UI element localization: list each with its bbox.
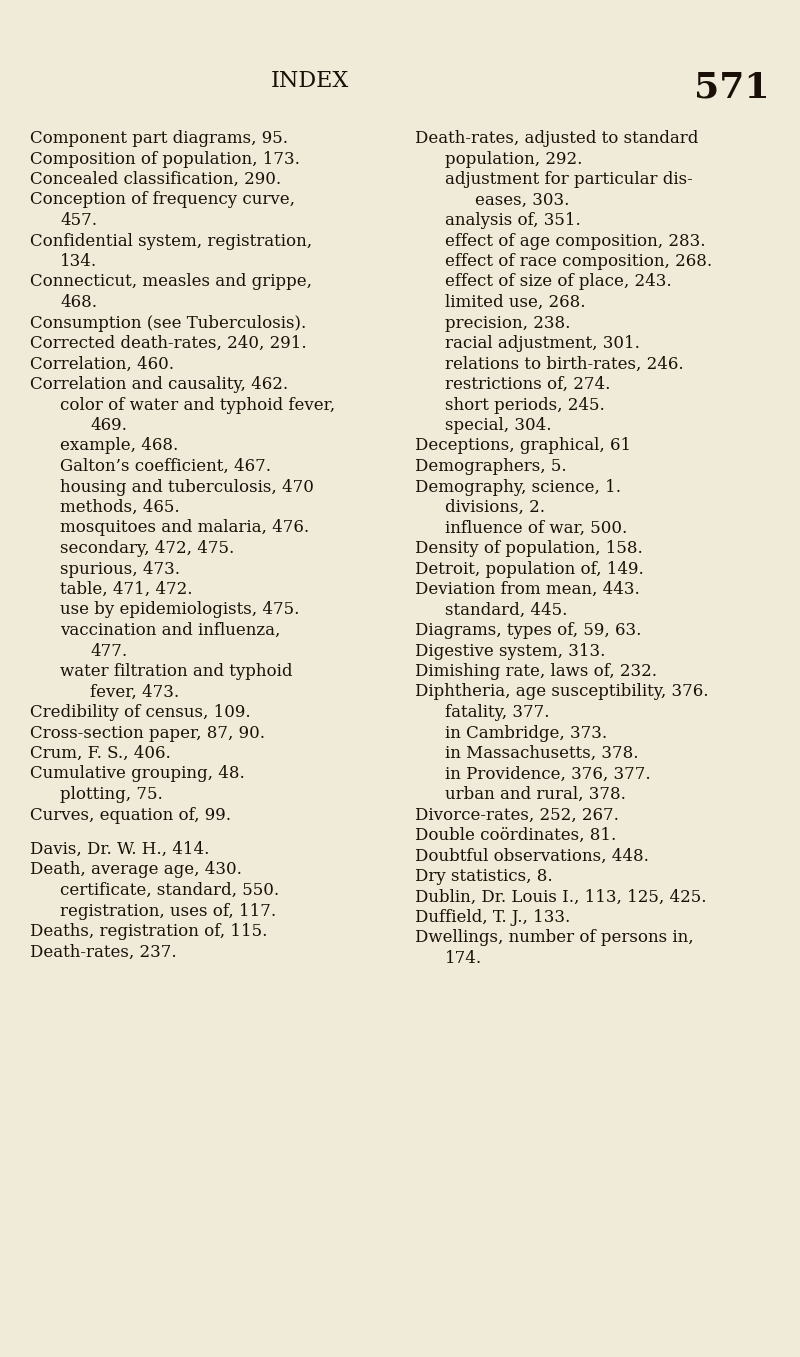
Text: fever, 473.: fever, 473. [90, 684, 179, 700]
Text: Death, average age, 430.: Death, average age, 430. [30, 862, 242, 878]
Text: Correlation and causality, 462.: Correlation and causality, 462. [30, 376, 288, 394]
Text: plotting, 75.: plotting, 75. [60, 786, 162, 803]
Text: restrictions of, 274.: restrictions of, 274. [445, 376, 610, 394]
Text: analysis of, 351.: analysis of, 351. [445, 212, 581, 229]
Text: special, 304.: special, 304. [445, 417, 551, 434]
Text: INDEX: INDEX [271, 71, 349, 92]
Text: use by epidemiologists, 475.: use by epidemiologists, 475. [60, 601, 299, 619]
Text: effect of age composition, 283.: effect of age composition, 283. [445, 232, 706, 250]
Text: Demographers, 5.: Demographers, 5. [415, 459, 566, 475]
Text: 174.: 174. [445, 950, 482, 968]
Text: Demography, science, 1.: Demography, science, 1. [415, 479, 621, 495]
Text: Density of population, 158.: Density of population, 158. [415, 540, 642, 556]
Text: precision, 238.: precision, 238. [445, 315, 570, 331]
Text: Davis, Dr. W. H., 414.: Davis, Dr. W. H., 414. [30, 841, 210, 858]
Text: Double coördinates, 81.: Double coördinates, 81. [415, 826, 616, 844]
Text: mosquitoes and malaria, 476.: mosquitoes and malaria, 476. [60, 520, 309, 536]
Text: color of water and typhoid fever,: color of water and typhoid fever, [60, 396, 335, 414]
Text: urban and rural, 378.: urban and rural, 378. [445, 786, 626, 803]
Text: Detroit, population of, 149.: Detroit, population of, 149. [415, 560, 644, 578]
Text: Correlation, 460.: Correlation, 460. [30, 356, 174, 373]
Text: Confidential system, registration,: Confidential system, registration, [30, 232, 312, 250]
Text: Doubtful observations, 448.: Doubtful observations, 448. [415, 848, 649, 864]
Text: eases, 303.: eases, 303. [475, 191, 570, 209]
Text: Duffield, T. J., 133.: Duffield, T. J., 133. [415, 909, 570, 925]
Text: in Cambridge, 373.: in Cambridge, 373. [445, 725, 607, 741]
Text: Consumption (see Tuberculosis).: Consumption (see Tuberculosis). [30, 315, 306, 331]
Text: effect of race composition, 268.: effect of race composition, 268. [445, 252, 712, 270]
Text: table, 471, 472.: table, 471, 472. [60, 581, 193, 598]
Text: 571: 571 [694, 71, 770, 104]
Text: certificate, standard, 550.: certificate, standard, 550. [60, 882, 279, 898]
Text: Connecticut, measles and grippe,: Connecticut, measles and grippe, [30, 274, 312, 290]
Text: secondary, 472, 475.: secondary, 472, 475. [60, 540, 234, 556]
Text: registration, uses of, 117.: registration, uses of, 117. [60, 902, 276, 920]
Text: Deaths, registration of, 115.: Deaths, registration of, 115. [30, 923, 267, 940]
Text: in Providence, 376, 377.: in Providence, 376, 377. [445, 765, 650, 783]
Text: Curves, equation of, 99.: Curves, equation of, 99. [30, 806, 231, 824]
Text: Dry statistics, 8.: Dry statistics, 8. [415, 868, 553, 885]
Text: methods, 465.: methods, 465. [60, 499, 180, 516]
Text: Dimishing rate, laws of, 232.: Dimishing rate, laws of, 232. [415, 664, 657, 680]
Text: water filtration and typhoid: water filtration and typhoid [60, 664, 293, 680]
Text: Death-rates, adjusted to standard: Death-rates, adjusted to standard [415, 130, 698, 147]
Text: limited use, 268.: limited use, 268. [445, 294, 586, 311]
Text: Galton’s coefficient, 467.: Galton’s coefficient, 467. [60, 459, 271, 475]
Text: Conception of frequency curve,: Conception of frequency curve, [30, 191, 295, 209]
Text: Diagrams, types of, 59, 63.: Diagrams, types of, 59, 63. [415, 622, 642, 639]
Text: spurious, 473.: spurious, 473. [60, 560, 180, 578]
Text: 457.: 457. [60, 212, 97, 229]
Text: Credibility of census, 109.: Credibility of census, 109. [30, 704, 250, 721]
Text: example, 468.: example, 468. [60, 437, 178, 455]
Text: 469.: 469. [90, 417, 127, 434]
Text: fatality, 377.: fatality, 377. [445, 704, 550, 721]
Text: Concealed classification, 290.: Concealed classification, 290. [30, 171, 281, 189]
Text: 468.: 468. [60, 294, 97, 311]
Text: relations to birth-rates, 246.: relations to birth-rates, 246. [445, 356, 684, 373]
Text: racial adjustment, 301.: racial adjustment, 301. [445, 335, 640, 351]
Text: standard, 445.: standard, 445. [445, 601, 567, 619]
Text: Cumulative grouping, 48.: Cumulative grouping, 48. [30, 765, 245, 783]
Text: Deceptions, graphical, 61: Deceptions, graphical, 61 [415, 437, 631, 455]
Text: in Massachusetts, 378.: in Massachusetts, 378. [445, 745, 638, 763]
Text: Component part diagrams, 95.: Component part diagrams, 95. [30, 130, 288, 147]
Text: Crum, F. S., 406.: Crum, F. S., 406. [30, 745, 170, 763]
Text: Dublin, Dr. Louis I., 113, 125, 425.: Dublin, Dr. Louis I., 113, 125, 425. [415, 889, 706, 905]
Text: effect of size of place, 243.: effect of size of place, 243. [445, 274, 672, 290]
Text: Death-rates, 237.: Death-rates, 237. [30, 943, 177, 961]
Text: influence of war, 500.: influence of war, 500. [445, 520, 627, 536]
Text: Corrected death-rates, 240, 291.: Corrected death-rates, 240, 291. [30, 335, 306, 351]
Text: short periods, 245.: short periods, 245. [445, 396, 605, 414]
Text: Cross-section paper, 87, 90.: Cross-section paper, 87, 90. [30, 725, 265, 741]
Text: vaccination and influenza,: vaccination and influenza, [60, 622, 280, 639]
Text: Digestive system, 313.: Digestive system, 313. [415, 642, 606, 660]
Text: Dwellings, number of persons in,: Dwellings, number of persons in, [415, 930, 694, 946]
Text: 477.: 477. [90, 642, 127, 660]
Text: housing and tuberculosis, 470: housing and tuberculosis, 470 [60, 479, 314, 495]
Text: adjustment for particular dis-: adjustment for particular dis- [445, 171, 693, 189]
Text: population, 292.: population, 292. [445, 151, 582, 167]
Text: Divorce-rates, 252, 267.: Divorce-rates, 252, 267. [415, 806, 619, 824]
Text: divisions, 2.: divisions, 2. [445, 499, 545, 516]
Text: Deviation from mean, 443.: Deviation from mean, 443. [415, 581, 640, 598]
Text: 134.: 134. [60, 252, 97, 270]
Text: Diphtheria, age susceptibility, 376.: Diphtheria, age susceptibility, 376. [415, 684, 709, 700]
Text: Composition of population, 173.: Composition of population, 173. [30, 151, 300, 167]
